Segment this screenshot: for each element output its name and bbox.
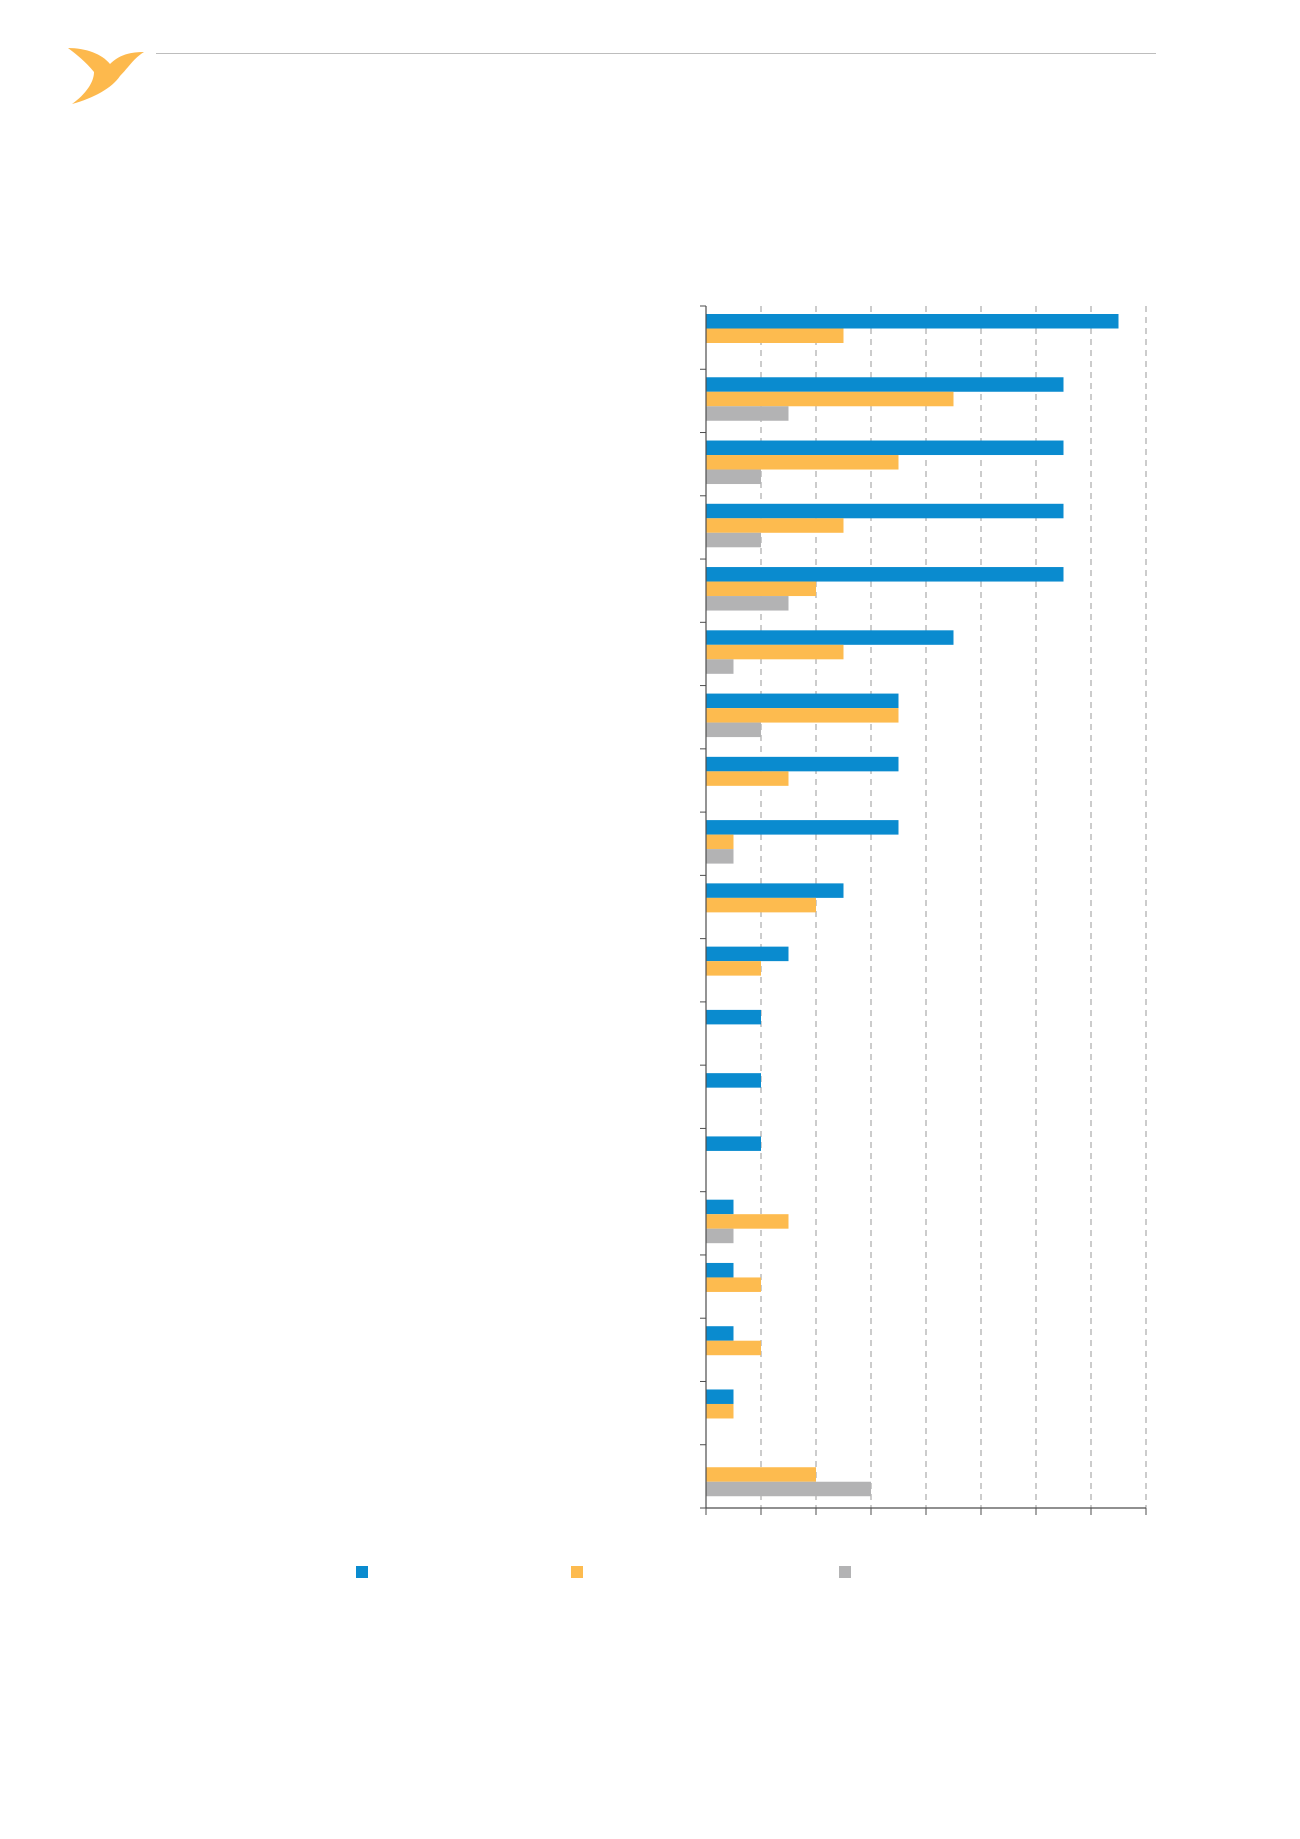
bar [706,708,899,723]
bar [706,722,761,738]
bar [706,1073,761,1088]
bar [706,1326,734,1341]
bars [706,314,1119,1497]
bar [706,328,844,343]
bar [706,644,844,660]
bar [706,1262,734,1278]
bar [706,1481,871,1497]
legend-swatch-2 [571,1566,583,1578]
bar [706,1009,761,1025]
legend-item-3 [839,1566,859,1578]
bar [706,693,899,709]
bar [706,518,844,533]
bar [706,1389,734,1404]
bar [706,659,734,674]
bar [706,771,789,786]
bar [706,440,1064,456]
grid-lines [760,306,1147,1508]
legend-swatch-3 [839,1566,851,1578]
bar [706,820,899,835]
bar [706,1467,816,1482]
bar [706,1277,761,1292]
bar [706,1228,734,1244]
bar [706,469,761,485]
bar [706,1340,761,1356]
bar [706,883,844,898]
bar [706,756,899,772]
bar [706,567,1064,582]
bar [706,630,954,645]
header-rule [156,53,1156,54]
bar [706,532,761,548]
bar [706,946,789,962]
bar [706,961,761,976]
bar [706,849,734,864]
bar [706,596,789,611]
bar [706,834,734,850]
bar [706,1199,734,1215]
bar [706,897,816,913]
bird-logo-icon [68,48,144,104]
legend-item-2 [571,1566,591,1578]
bar [706,314,1119,329]
bar [706,377,1064,392]
bar [706,1214,789,1229]
bar [706,1136,761,1151]
bird-icon-shape [68,48,144,104]
bar [706,581,816,597]
bar [706,503,1064,519]
bar [706,1403,734,1419]
legend-item-1 [356,1566,376,1578]
legend-swatch-1 [356,1566,368,1578]
bar [706,406,789,421]
bar [706,391,954,407]
bar [706,455,899,470]
axes [700,305,1147,1515]
